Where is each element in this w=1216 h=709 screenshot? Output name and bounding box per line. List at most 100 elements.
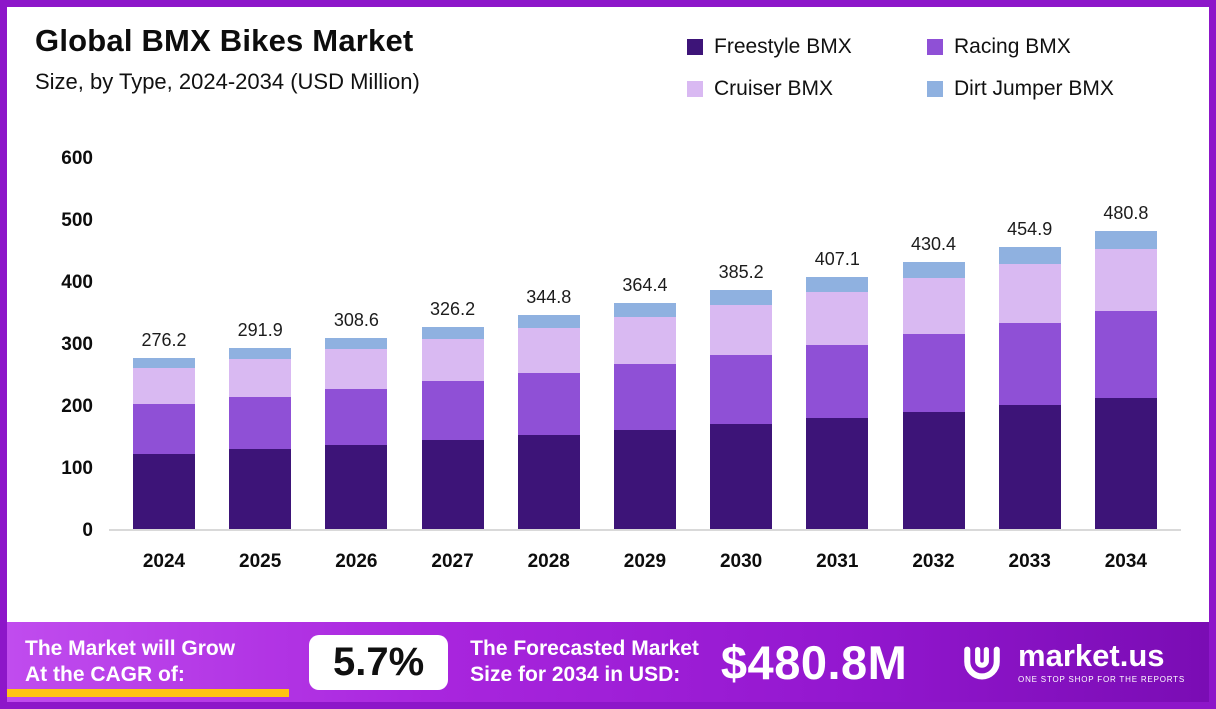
bar-segment-cruiser-bmx bbox=[902, 278, 965, 335]
bar-stack bbox=[613, 303, 676, 529]
y-tick-label: 300 bbox=[61, 334, 93, 355]
bar-total-label: 308.6 bbox=[333, 309, 379, 330]
marketus-logo-icon bbox=[956, 634, 1008, 691]
cagr-label-line1: The Market will Grow bbox=[25, 637, 236, 661]
chart-area: 0 100 200 300 400 500 600 276.2 2024 291.9 2025 30… bbox=[35, 148, 1181, 572]
legend: Freestyle BMX Racing BMX Cruiser BMX Dirt J… bbox=[687, 35, 1167, 101]
bar-total-label: 364.4 bbox=[622, 275, 668, 296]
bar-segment-dirt-jumper-bmx bbox=[710, 290, 773, 305]
bar-segment-cruiser-bmx bbox=[998, 263, 1061, 324]
bar-stack bbox=[421, 326, 484, 529]
x-axis-label: 2029 bbox=[623, 551, 667, 572]
bar-group-2032: 430.4 2032 bbox=[902, 234, 965, 572]
legend-swatch-icon bbox=[927, 39, 943, 55]
brand-text: market.us ONE STOP SHOP FOR THE REPORTS bbox=[1018, 640, 1185, 684]
bar-group-2027: 326.2 2027 bbox=[421, 298, 484, 572]
bar-group-2026: 308.6 2026 bbox=[325, 309, 388, 572]
bar-total-label: 385.2 bbox=[718, 262, 764, 283]
bar-segment-racing-bmx bbox=[325, 389, 388, 445]
legend-swatch-icon bbox=[687, 39, 703, 55]
forecast-label-line1: The Forecasted Market bbox=[470, 637, 699, 661]
bar-segment-racing-bmx bbox=[517, 372, 580, 435]
bar-stack bbox=[710, 290, 773, 529]
bar-segment-freestyle-bmx bbox=[806, 417, 869, 529]
bar-stack bbox=[1094, 230, 1157, 529]
legend-swatch-icon bbox=[927, 81, 943, 97]
plot-area: 276.2 2024 291.9 2025 308.6 2026 326.2 2027 344.… bbox=[109, 159, 1181, 572]
bar-segment-cruiser-bmx bbox=[1094, 248, 1157, 312]
bar-group-2033: 454.9 2033 bbox=[998, 219, 1061, 572]
bar-segment-cruiser-bmx bbox=[229, 358, 292, 397]
legend-swatch-icon bbox=[687, 81, 703, 97]
bar-segment-racing-bmx bbox=[613, 364, 676, 430]
cagr-label-line2: At the CAGR of: bbox=[25, 663, 185, 686]
bar-segment-cruiser-bmx bbox=[133, 368, 195, 405]
legend-item-racing-bmx: Racing BMX bbox=[927, 35, 1167, 59]
bar-segment-racing-bmx bbox=[902, 334, 965, 412]
bar-segment-racing-bmx bbox=[421, 381, 484, 441]
bar-stack bbox=[229, 348, 292, 529]
x-axis-label: 2025 bbox=[239, 551, 282, 572]
cagr-label: The Market will Grow At the CAGR of: bbox=[25, 636, 287, 687]
bar-segment-freestyle-bmx bbox=[613, 429, 676, 529]
bar-group-2028: 344.8 2028 bbox=[517, 287, 580, 572]
bar-segment-freestyle-bmx bbox=[1094, 397, 1157, 529]
brand-name: market.us bbox=[1018, 638, 1165, 673]
bar-total-label: 291.9 bbox=[237, 320, 283, 341]
chart-card: Global BMX Bikes Market Size, by Type, 2… bbox=[7, 7, 1209, 622]
bar-segment-cruiser-bmx bbox=[517, 328, 580, 373]
bar-segment-cruiser-bmx bbox=[806, 291, 869, 345]
bar-segment-freestyle-bmx bbox=[517, 434, 580, 529]
bar-stack bbox=[902, 262, 965, 529]
title-block: Global BMX Bikes Market Size, by Type, 2… bbox=[35, 23, 420, 95]
bar-stack bbox=[806, 276, 869, 529]
x-axis-label: 2032 bbox=[912, 551, 955, 572]
x-axis-label: 2033 bbox=[1008, 551, 1051, 572]
bar-total-label: 454.9 bbox=[1007, 219, 1053, 239]
y-tick-label: 200 bbox=[61, 396, 93, 417]
bar-stack bbox=[517, 315, 580, 529]
cagr-value: 5.7% bbox=[309, 634, 449, 690]
brand-tagline: ONE STOP SHOP FOR THE REPORTS bbox=[1018, 675, 1185, 684]
x-axis-label: 2028 bbox=[527, 551, 570, 572]
bar-segment-freestyle-bmx bbox=[902, 411, 965, 529]
forecast-value: $480.8M bbox=[720, 635, 908, 689]
bar-total-label: 326.2 bbox=[430, 298, 476, 319]
bar-segment-racing-bmx bbox=[133, 404, 195, 454]
bar-total-label: 407.1 bbox=[814, 248, 860, 269]
x-axis-label: 2027 bbox=[431, 551, 474, 572]
bar-segment-dirt-jumper-bmx bbox=[613, 303, 676, 317]
legend-label: Cruiser BMX bbox=[714, 77, 834, 100]
bar-segment-freestyle-bmx bbox=[325, 444, 388, 529]
cagr-label-block: The Market will Grow At the CAGR of: bbox=[7, 622, 289, 702]
bar-total-label: 480.8 bbox=[1103, 202, 1149, 223]
bar-total-label: 276.2 bbox=[141, 329, 187, 350]
x-axis-label: 2034 bbox=[1104, 551, 1148, 572]
bar-segment-racing-bmx bbox=[229, 396, 292, 450]
bar-group-2025: 291.9 2025 bbox=[229, 320, 292, 572]
y-tick-label: 100 bbox=[61, 458, 93, 479]
x-axis-label: 2026 bbox=[335, 551, 378, 572]
bar-segment-dirt-jumper-bmx bbox=[998, 247, 1061, 264]
x-axis-label: 2030 bbox=[719, 551, 763, 572]
bar-segment-cruiser-bmx bbox=[613, 316, 676, 365]
bar-total-label: 430.4 bbox=[910, 234, 957, 255]
bar-segment-racing-bmx bbox=[1094, 311, 1157, 398]
y-tick-label: 400 bbox=[61, 272, 93, 293]
bar-segment-dirt-jumper-bmx bbox=[902, 262, 965, 279]
yellow-accent-bar bbox=[7, 689, 289, 697]
bar-segment-dirt-jumper-bmx bbox=[133, 357, 195, 369]
bar-group-2031: 407.1 2031 bbox=[806, 248, 869, 572]
bar-segment-dirt-jumper-bmx bbox=[325, 337, 388, 350]
forecast-label-line2: Size for 2034 in USD: bbox=[470, 663, 681, 686]
bar-group-2029: 364.4 2029 bbox=[613, 275, 676, 572]
bar-segment-cruiser-bmx bbox=[710, 304, 773, 355]
bar-group-2030: 385.2 2030 bbox=[710, 262, 773, 572]
bar-group-2034: 480.8 2034 bbox=[1094, 202, 1157, 572]
y-tick-label: 0 bbox=[82, 520, 93, 541]
bar-segment-freestyle-bmx bbox=[998, 404, 1061, 529]
legend-label: Freestyle BMX bbox=[714, 35, 852, 58]
bar-segment-cruiser-bmx bbox=[325, 349, 388, 390]
bar-segment-freestyle-bmx bbox=[421, 440, 484, 529]
